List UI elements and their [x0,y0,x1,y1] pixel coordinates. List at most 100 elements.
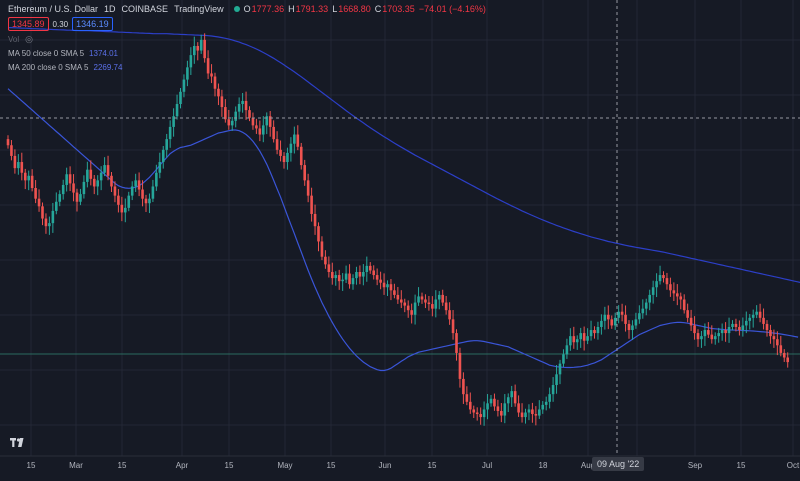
candle [724,322,727,342]
candle [248,106,251,122]
buy-price-button[interactable]: 1346.19 [72,17,113,31]
candle [603,306,607,330]
candle [607,305,610,330]
candle [289,137,293,162]
candle [734,318,738,332]
candle-body [86,169,89,182]
candle [168,120,172,148]
candle [255,118,258,134]
candle-body [713,336,717,340]
candle [337,269,341,290]
volume-label[interactable]: Vol [8,34,20,44]
candle [617,305,620,324]
symbol-title[interactable]: Ethereum / U.S. Dollar [8,4,99,14]
candle-body [486,403,489,410]
candle [379,271,382,290]
sell-price-button[interactable]: 1345.89 [8,17,49,31]
eye-hidden-icon[interactable]: ◎ [25,33,33,44]
candle [75,188,79,212]
candle-body [748,317,752,321]
candle-body [489,398,493,404]
candle [368,262,372,274]
ma200-legend-row[interactable]: MA 200 close 0 SMA 5 2269.74 [8,60,486,74]
candle-body [79,194,82,202]
candle [293,126,296,154]
candle [51,202,55,233]
tradingview-logo-icon[interactable] [10,438,26,448]
candle-body [686,310,689,318]
candle-body [434,299,438,309]
candle [79,188,82,206]
candle [20,152,24,181]
candle-body [113,186,117,196]
candle-body [317,226,320,242]
candle [230,116,234,131]
ohlc-value: 1777.36 [251,4,285,14]
candle-body [306,180,310,196]
candle [220,89,224,117]
candle [593,326,596,339]
candle [310,187,313,222]
time-axis-tick-label: Oct [787,461,800,470]
candle [193,36,196,64]
candle-body [10,145,13,156]
candle-body [506,397,510,404]
candle-body [320,241,324,257]
candle [30,169,34,192]
candle [227,109,231,130]
candle-body [213,76,217,89]
candle-body [641,308,645,314]
interval-label[interactable]: 1D [104,4,116,14]
candle [486,394,489,420]
candle-body [565,345,569,355]
candle [703,323,707,346]
candle-body [199,39,203,51]
candle [451,310,455,340]
candle [68,166,72,192]
candle-body [627,323,631,331]
candle-body [703,330,707,337]
candle-body [548,394,551,402]
candle [151,179,155,203]
candle-body [72,183,75,193]
candle-body [572,336,576,343]
candle-body [579,333,582,340]
candle-body [707,330,710,335]
candle [306,173,310,203]
candle [23,168,27,190]
candle-body [210,73,213,77]
ma50-value: 1374.01 [89,48,118,58]
candle [503,394,507,424]
time-axis[interactable]: 15Mar15Apr15May15Jun15Jul18Aug15Sep15Oct [0,455,800,470]
candle [751,309,755,328]
ohlc-label: H [288,4,295,14]
candle [348,264,351,289]
time-axis-tick-label: Aug [581,461,595,470]
candle-body [437,294,441,300]
ma50-legend-row[interactable]: MA 50 close 0 SMA 5 1374.01 [8,46,486,60]
candle-body [351,278,355,285]
candle-body [527,409,531,413]
candle [341,273,344,291]
candle [669,277,672,297]
candle [520,403,524,423]
candle-body [772,336,776,340]
candle [175,94,179,120]
candle [358,265,362,285]
candle [244,91,248,120]
candle [638,305,641,324]
candle [710,325,714,344]
candle-body [365,265,369,272]
candle-body [758,311,762,318]
candle [707,322,710,338]
candle-body [475,412,479,415]
candle-body [420,296,424,300]
candle-body [203,39,206,59]
candle [448,302,451,325]
candle-body [551,385,555,395]
candle-body [538,409,541,416]
candle-body [644,302,648,309]
candle [34,180,37,204]
candle-body [20,162,24,173]
